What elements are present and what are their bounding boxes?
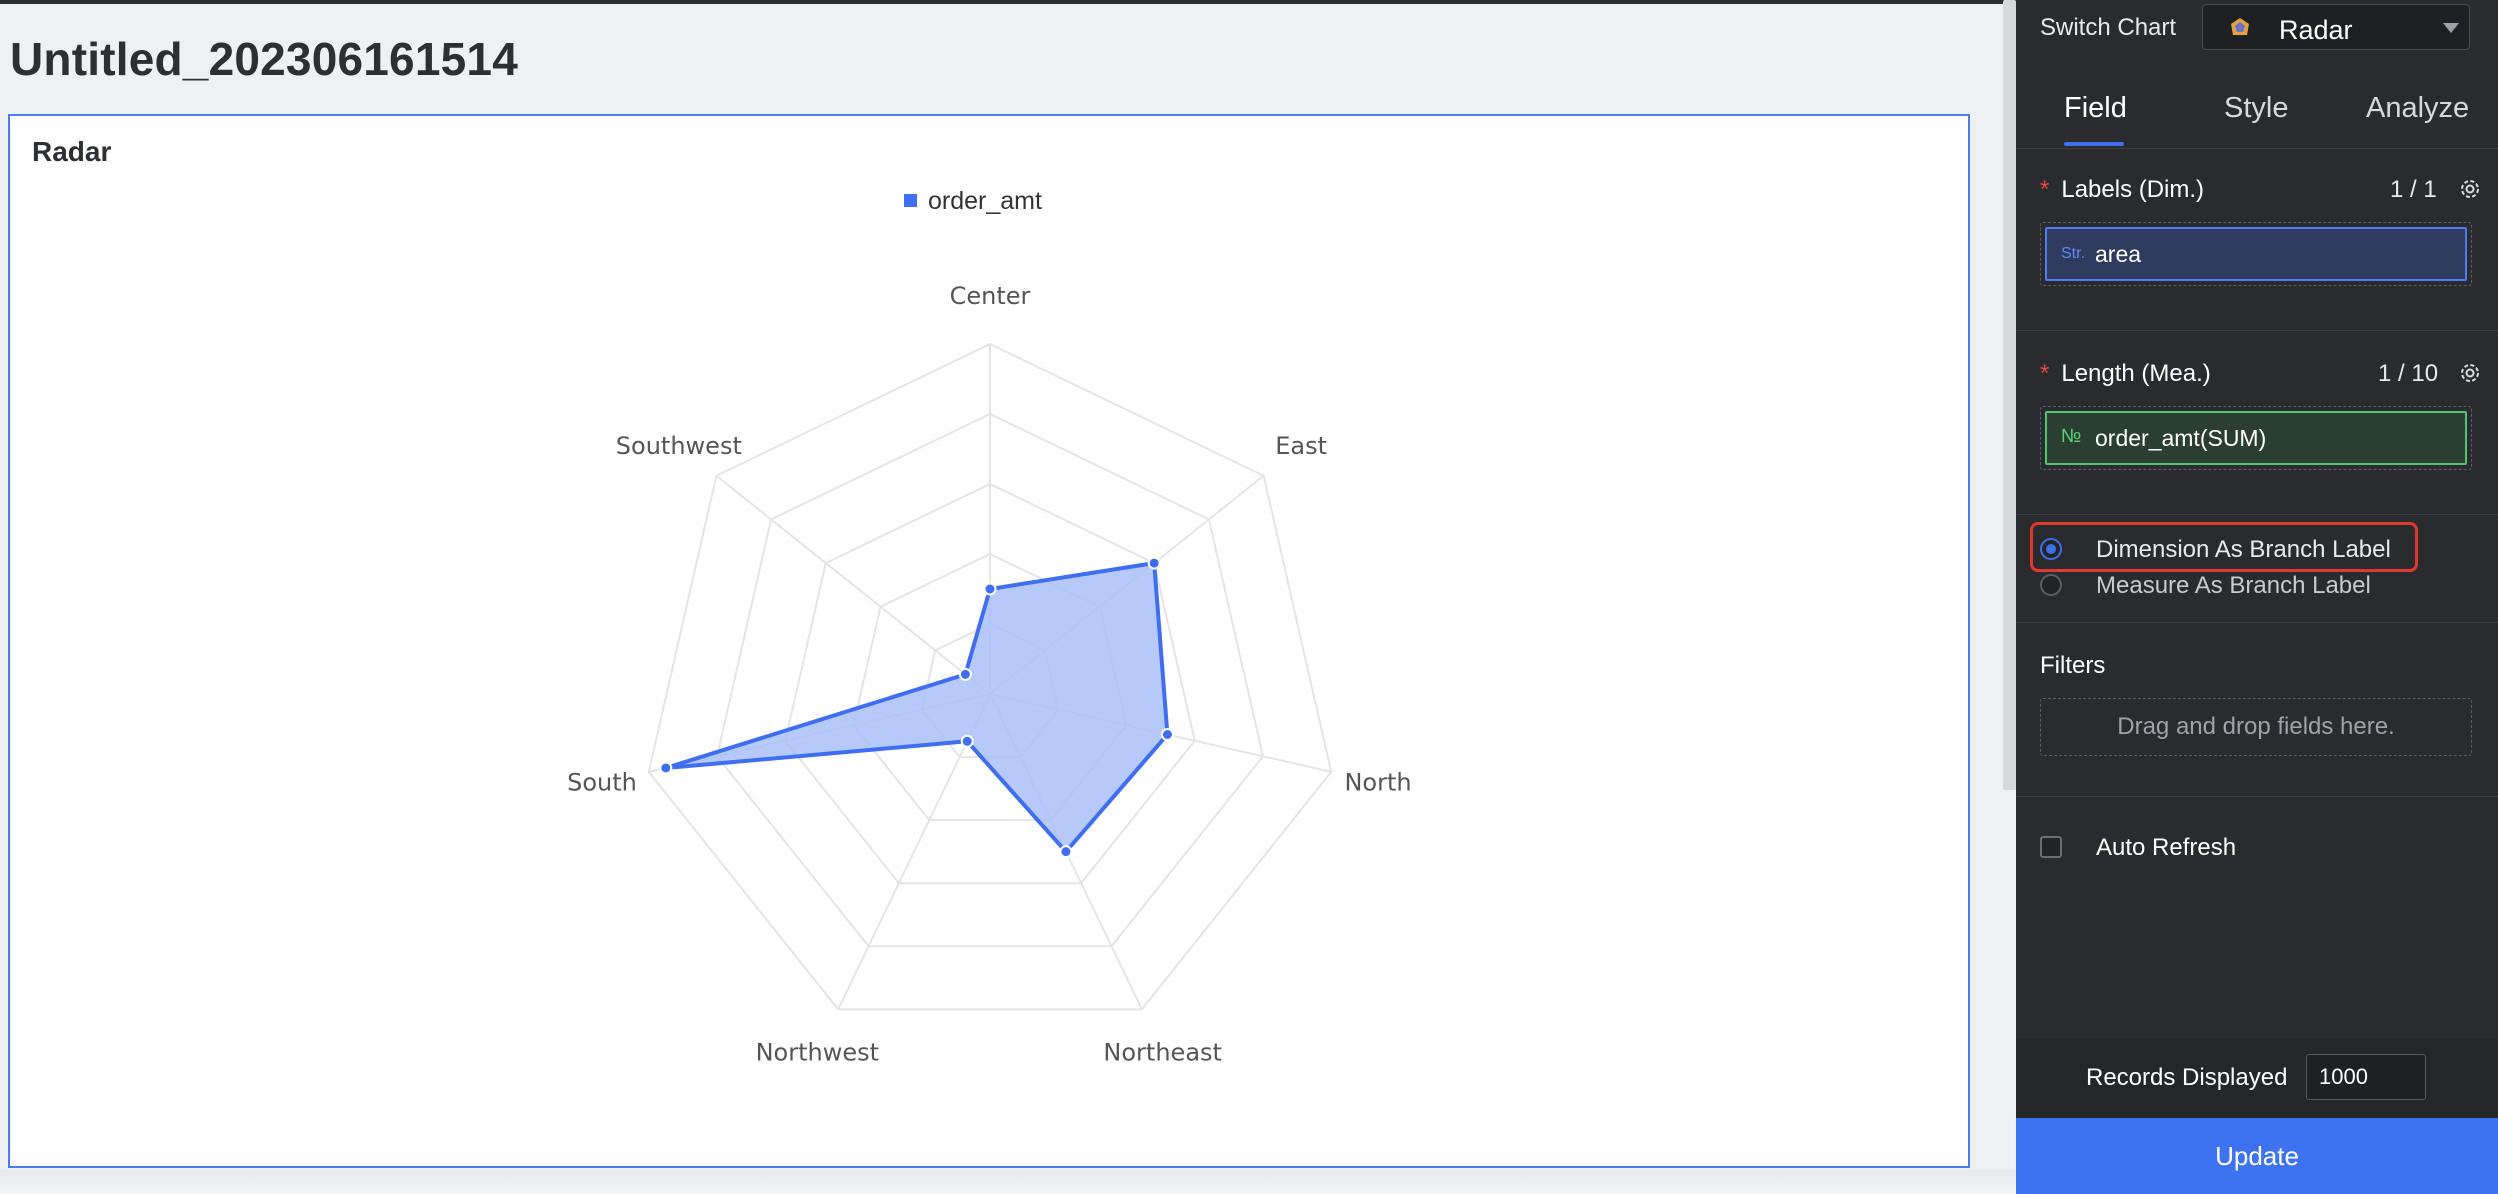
required-marker: * xyxy=(2040,360,2050,387)
config-panel: Switch Chart Radar Field Style Analyze *… xyxy=(2016,0,2498,1194)
radar-data-point xyxy=(1059,845,1073,859)
tab-field[interactable]: Field xyxy=(2064,92,2127,124)
legend-label: order_amt xyxy=(928,187,1042,215)
divider xyxy=(2016,514,2498,515)
filters-title: Filters xyxy=(2040,652,2106,679)
radar-data-point xyxy=(960,734,974,748)
radar-axis-label: North xyxy=(1344,769,1411,797)
radar-chart: Center East North Northeast Northwest South So… xyxy=(567,187,1411,1067)
radio-label: Dimension As Branch Label xyxy=(2096,536,2391,563)
highlight-annotation xyxy=(2030,522,2418,572)
field-pill-order-amt[interactable]: № order_amt(SUM) xyxy=(2045,411,2467,465)
switch-chart-label: Switch Chart xyxy=(2040,14,2177,41)
main-scrollbar[interactable] xyxy=(2003,0,2016,790)
labels-dim-count: 1 / 1 xyxy=(2390,176,2437,203)
update-button[interactable]: Update xyxy=(2016,1118,2498,1194)
page-title: Untitled_202306161514 xyxy=(10,33,518,85)
gear-icon[interactable] xyxy=(2458,177,2482,201)
chart-bottom-shadow xyxy=(0,1170,2016,1194)
length-mea-label: Length (Mea.) xyxy=(2061,360,2211,387)
radar-chart-icon xyxy=(2231,18,2249,35)
radar-grid-ring xyxy=(647,342,1333,1011)
field-pill-area[interactable]: Str. area xyxy=(2045,227,2467,281)
active-tab-indicator xyxy=(2064,142,2124,146)
radar-data-point xyxy=(958,667,972,681)
field-pill-label: order_amt(SUM) xyxy=(2095,425,2267,451)
number-type-tag: № xyxy=(2061,426,2082,447)
length-mea-dropzone[interactable]: № order_amt(SUM) xyxy=(2040,406,2472,470)
filters-placeholder: Drag and drop fields here. xyxy=(2117,713,2395,740)
labels-dim-title: * Labels (Dim.) xyxy=(2040,176,2204,204)
divider xyxy=(2016,330,2498,331)
filters-dropzone[interactable]: Drag and drop fields here. xyxy=(2040,698,2472,756)
chart-type-select[interactable]: Radar xyxy=(2202,4,2470,50)
radar-axis-label: Northwest xyxy=(756,1039,879,1067)
required-marker: * xyxy=(2040,176,2050,203)
labels-dim-label: Labels (Dim.) xyxy=(2061,176,2205,203)
radar-axis-label: Northeast xyxy=(1103,1039,1222,1067)
radar-spoke xyxy=(715,474,991,695)
radio-button[interactable] xyxy=(2040,538,2062,560)
panel-tabs: Field Style Analyze xyxy=(2016,62,2498,149)
radio-button[interactable] xyxy=(2040,574,2062,596)
chevron-down-icon xyxy=(2443,23,2459,33)
records-bar: Records Displayed xyxy=(2016,1038,2498,1118)
chart-card-title: Radar xyxy=(32,136,112,167)
divider xyxy=(2016,796,2498,797)
radar-grid-ring xyxy=(715,412,1265,948)
chart-type-value: Radar xyxy=(2279,15,2353,45)
gear-icon[interactable] xyxy=(2458,361,2482,385)
radar-axis-label: East xyxy=(1275,432,1327,460)
tab-style[interactable]: Style xyxy=(2224,92,2289,124)
top-border xyxy=(0,0,2016,4)
radar-grid-ring xyxy=(784,482,1196,885)
auto-refresh-checkbox[interactable] xyxy=(2040,836,2062,858)
legend-swatch xyxy=(904,194,917,207)
radar-axis-label: South xyxy=(567,769,637,797)
radar-data-point xyxy=(983,582,997,596)
radar-data-point xyxy=(659,761,673,775)
radio-label: Measure As Branch Label xyxy=(2096,572,2371,599)
field-pill-label: area xyxy=(2095,241,2142,267)
length-mea-title: * Length (Mea.) xyxy=(2040,360,2211,388)
radar-axis-label: Center xyxy=(950,282,1031,310)
auto-refresh-label: Auto Refresh xyxy=(2096,834,2237,861)
tab-analyze[interactable]: Analyze xyxy=(2366,92,2470,124)
records-displayed-input[interactable] xyxy=(2306,1054,2426,1100)
length-mea-count: 1 / 10 xyxy=(2378,360,2439,387)
records-displayed-label: Records Displayed xyxy=(2086,1064,2288,1091)
string-type-tag: Str. xyxy=(2061,245,2086,262)
radar-data-point xyxy=(1160,727,1174,741)
labels-dim-dropzone[interactable]: Str. area xyxy=(2040,222,2472,286)
radar-axis-label: Southwest xyxy=(616,432,742,460)
radar-data-point xyxy=(1147,556,1161,570)
radar-series-area xyxy=(663,561,1170,854)
divider xyxy=(2016,622,2498,623)
